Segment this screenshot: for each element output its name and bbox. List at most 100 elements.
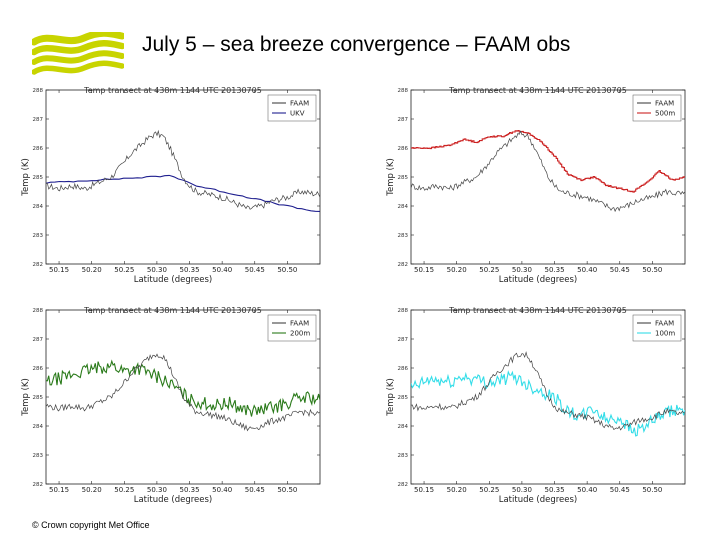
x-tick-label: 50.25	[114, 266, 134, 274]
x-tick-label: 50.35	[180, 486, 200, 494]
logo-wave-1	[32, 32, 124, 46]
x-tick-label: 50.15	[414, 486, 434, 494]
y-tick-label: 285	[33, 175, 44, 181]
x-tick-label: 50.40	[212, 486, 232, 494]
x-tick-label: 50.35	[545, 266, 565, 274]
series-line-ukv	[46, 174, 320, 212]
legend-label: 500m	[655, 110, 675, 118]
chart-title: Temp transect at 438m 1144 UTC 20130705	[83, 86, 262, 95]
met-office-logo	[32, 32, 124, 75]
logo-wave-2	[32, 40, 124, 56]
y-tick-label: 286	[33, 146, 44, 152]
x-tick-label: 50.30	[512, 266, 532, 274]
y-tick-label: 282	[33, 262, 44, 268]
y-tick-label: 287	[398, 337, 409, 343]
y-tick-label: 287	[33, 337, 44, 343]
legend-label: 100m	[655, 330, 675, 338]
x-tick-label: 50.25	[114, 486, 134, 494]
y-tick-label: 283	[398, 453, 409, 459]
chart-title: Temp transect at 438m 1144 UTC 20130705	[448, 306, 627, 315]
legend-box	[632, 314, 682, 342]
x-tick-label: 50.20	[447, 486, 467, 494]
legend-label: UKV	[290, 110, 305, 118]
x-axis-label: Latitude (degrees)	[499, 495, 578, 505]
chart-title: Temp transect at 438m 1144 UTC 20130705	[83, 306, 262, 315]
y-tick-label: 282	[33, 482, 44, 488]
x-tick-label: 50.30	[147, 266, 167, 274]
x-tick-label: 50.40	[577, 266, 597, 274]
x-tick-label: 50.50	[277, 266, 297, 274]
legend-box	[267, 314, 317, 342]
y-tick-label: 286	[398, 146, 409, 152]
series-line-faam	[411, 351, 685, 431]
legend-label: FAAM	[290, 100, 309, 108]
y-tick-label: 286	[398, 366, 409, 372]
y-tick-label: 284	[33, 424, 44, 430]
x-tick-label: 50.25	[479, 266, 499, 274]
y-tick-label: 283	[33, 453, 44, 459]
x-tick-label: 50.15	[49, 266, 69, 274]
x-tick-label: 50.20	[82, 266, 102, 274]
x-tick-label: 50.15	[414, 266, 434, 274]
x-tick-label: 50.25	[479, 486, 499, 494]
legend-label: FAAM	[290, 320, 309, 328]
x-tick-label: 50.35	[180, 266, 200, 274]
y-tick-label: 282	[398, 262, 409, 268]
series-line-faam	[46, 353, 320, 432]
chart-panel-200m: Temp transect at 438m 1144 UTC 20130705 2…	[18, 302, 328, 522]
chart-title: Temp transect at 438m 1144 UTC 20130705	[448, 86, 627, 95]
logo-wave-3	[32, 50, 124, 65]
y-axis-label: Temp (K)	[21, 158, 31, 197]
logo-waves	[32, 32, 124, 75]
x-tick-label: 50.50	[277, 486, 297, 494]
y-tick-label: 282	[398, 482, 409, 488]
y-tick-label: 288	[33, 308, 44, 314]
y-axis-label: Temp (K)	[386, 378, 396, 417]
y-tick-label: 284	[398, 204, 409, 210]
x-tick-label: 50.15	[49, 486, 69, 494]
x-tick-label: 50.50	[642, 486, 662, 494]
y-tick-label: 285	[398, 175, 409, 181]
chart-panel-ukv: Temp transect at 438m 1144 UTC 20130705 2…	[18, 82, 328, 302]
y-tick-label: 288	[398, 88, 409, 94]
legend-label: FAAM	[655, 320, 674, 328]
x-tick-label: 50.40	[577, 486, 597, 494]
series-line-200m	[46, 359, 320, 417]
x-tick-label: 50.20	[447, 266, 467, 274]
x-tick-label: 50.45	[245, 486, 265, 494]
y-axis-label: Temp (K)	[386, 158, 396, 197]
x-tick-label: 50.45	[245, 266, 265, 274]
legend-box	[267, 94, 317, 122]
y-tick-label: 284	[33, 204, 44, 210]
x-tick-label: 50.30	[147, 486, 167, 494]
y-tick-label: 287	[33, 117, 44, 123]
x-tick-label: 50.20	[82, 486, 102, 494]
legend-label: FAAM	[655, 100, 674, 108]
series-line-faam	[46, 129, 320, 210]
x-axis-label: Latitude (degrees)	[134, 495, 213, 505]
series-line-faam	[411, 130, 685, 213]
y-tick-label: 287	[398, 117, 409, 123]
chart-panel-100m: Temp transect at 438m 1144 UTC 20130705 2…	[383, 302, 693, 522]
y-tick-label: 288	[398, 308, 409, 314]
logo-wave-4	[32, 60, 124, 75]
y-tick-label: 288	[33, 88, 44, 94]
y-tick-label: 285	[33, 395, 44, 401]
slide-title: July 5 – sea breeze convergence – FAAM o…	[142, 33, 571, 56]
x-tick-label: 50.45	[610, 486, 630, 494]
y-axis-label: Temp (K)	[21, 378, 31, 417]
x-axis-label: Latitude (degrees)	[134, 275, 213, 285]
chart-panel-500m: Temp transect at 438m 1144 UTC 20130705 2…	[383, 82, 693, 302]
x-tick-label: 50.35	[545, 486, 565, 494]
y-tick-label: 283	[398, 233, 409, 239]
y-tick-label: 285	[398, 395, 409, 401]
series-line-500m	[411, 129, 685, 193]
legend-box	[632, 94, 682, 122]
x-tick-label: 50.30	[512, 486, 532, 494]
legend-label: 200m	[290, 330, 310, 338]
x-tick-label: 50.40	[212, 266, 232, 274]
x-tick-label: 50.45	[610, 266, 630, 274]
y-tick-label: 284	[398, 424, 409, 430]
x-tick-label: 50.50	[642, 266, 662, 274]
x-axis-label: Latitude (degrees)	[499, 275, 578, 285]
